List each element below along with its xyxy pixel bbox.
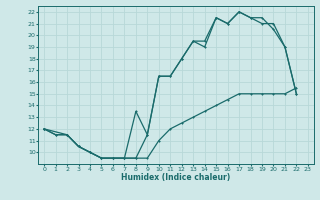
X-axis label: Humidex (Indice chaleur): Humidex (Indice chaleur): [121, 173, 231, 182]
